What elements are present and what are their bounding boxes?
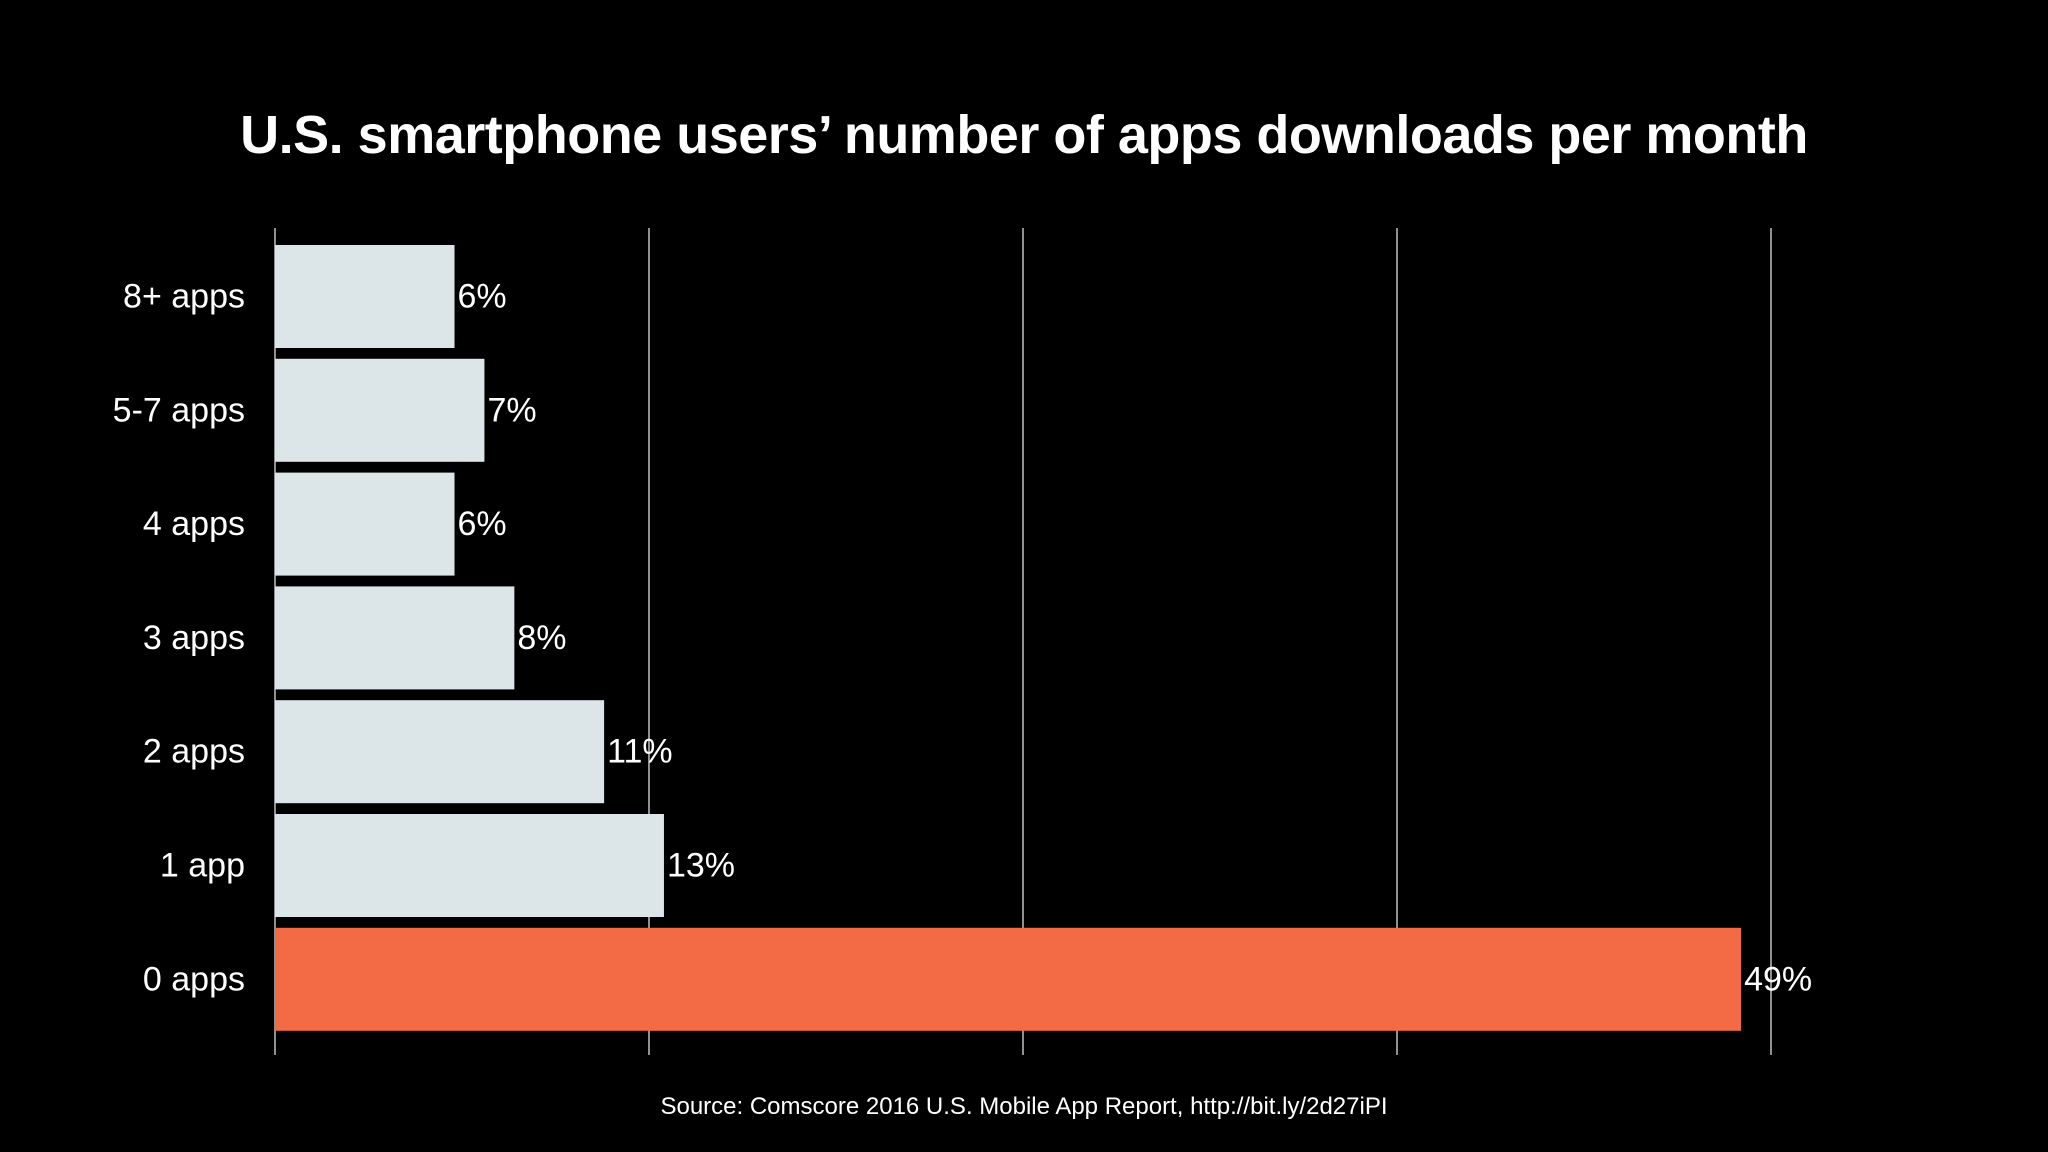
bar-1-app bbox=[275, 814, 664, 917]
bar-4-apps bbox=[275, 472, 455, 576]
bars bbox=[275, 245, 1742, 1031]
value-label: 49% bbox=[1744, 960, 1812, 998]
value-label: 13% bbox=[667, 847, 735, 885]
bar-0-apps bbox=[275, 927, 1742, 1031]
category-label: 5-7 apps bbox=[113, 391, 245, 429]
value-label: 6% bbox=[458, 278, 507, 316]
category-label: 8+ apps bbox=[123, 278, 245, 316]
value-label: 7% bbox=[487, 391, 536, 429]
category-label: 2 apps bbox=[143, 733, 245, 771]
labels: 8+ apps 6% 5-7 apps 7% 4 apps 6% 3 apps 8% 2 app… bbox=[113, 278, 1812, 999]
bar-8-apps bbox=[275, 245, 455, 348]
value-label: 6% bbox=[458, 505, 507, 543]
bar-3-apps bbox=[275, 586, 515, 690]
category-label: 0 apps bbox=[143, 960, 245, 998]
source-note: Source: Comscore 2016 U.S. Mobile App Re… bbox=[660, 1093, 1388, 1120]
category-label: 4 apps bbox=[143, 505, 245, 543]
chart-title: U.S. smartphone users’ number of apps do… bbox=[240, 105, 1808, 165]
bar-2-apps bbox=[275, 700, 605, 804]
category-label: 3 apps bbox=[143, 619, 245, 657]
bar-5-7-apps bbox=[275, 358, 485, 462]
category-label: 1 app bbox=[160, 847, 245, 885]
value-label: 8% bbox=[517, 619, 566, 657]
value-label: 11% bbox=[607, 733, 673, 771]
